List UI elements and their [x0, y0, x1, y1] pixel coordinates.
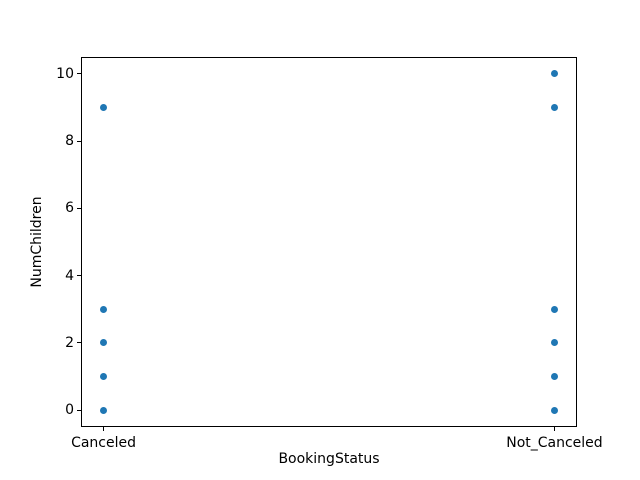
data-point [550, 70, 558, 78]
data-point [550, 339, 558, 347]
y-tick-label: 0 [65, 402, 74, 419]
y-axis-label: NumChildren [29, 196, 45, 288]
plot-area [81, 57, 577, 427]
y-tick-mark [77, 275, 81, 277]
data-point [100, 305, 108, 313]
y-tick-mark [77, 409, 81, 411]
y-tick-label: 6 [65, 200, 74, 217]
data-point [550, 373, 558, 381]
y-tick-mark [77, 207, 81, 209]
y-tick-label: 10 [56, 65, 74, 82]
y-tick-mark [77, 140, 81, 142]
data-point [100, 103, 108, 111]
x-axis-label: BookingStatus [278, 451, 380, 467]
y-tick-label: 4 [65, 267, 74, 284]
data-point [100, 373, 108, 381]
data-point [100, 339, 108, 347]
y-tick-label: 8 [65, 133, 74, 150]
y-tick-label: 2 [65, 334, 74, 351]
y-tick-mark [77, 73, 81, 75]
x-tick-mark [103, 427, 105, 431]
data-point [550, 305, 558, 313]
x-tick-label: Canceled [71, 435, 136, 451]
data-point [100, 406, 108, 414]
data-point [550, 103, 558, 111]
x-tick-label: Not_Canceled [506, 435, 603, 451]
data-point [550, 406, 558, 414]
y-tick-mark [77, 342, 81, 344]
x-tick-mark [553, 427, 555, 431]
